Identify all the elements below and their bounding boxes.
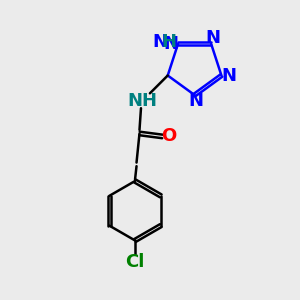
Text: O: O: [162, 128, 177, 146]
Text: H: H: [162, 33, 177, 51]
Text: N: N: [205, 29, 220, 47]
Text: N: N: [189, 92, 204, 110]
Text: Cl: Cl: [125, 253, 145, 271]
Text: N: N: [152, 33, 167, 51]
Text: N: N: [221, 67, 236, 85]
Text: NH: NH: [128, 92, 158, 110]
Text: N: N: [163, 35, 178, 53]
